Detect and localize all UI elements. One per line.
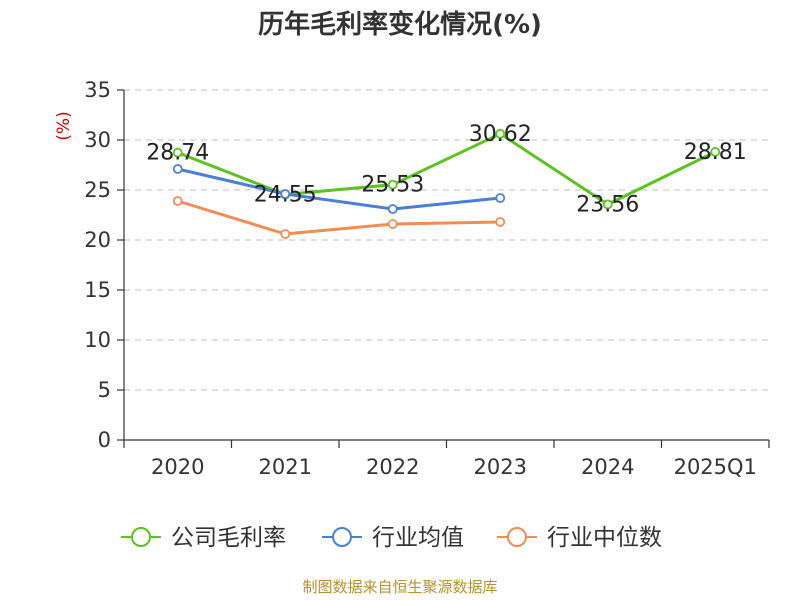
data-label: 28.81 — [684, 140, 747, 165]
legend: 公司毛利率 行业均值 行业中位数 — [121, 525, 662, 551]
data-label: 23.56 — [576, 192, 639, 217]
x-tick-label: 2023 — [474, 455, 527, 479]
x-tick-label: 2024 — [581, 455, 634, 479]
series-3-point — [172, 196, 183, 206]
x-tick-label: 2020 — [151, 455, 204, 479]
y-tick-label: 15 — [84, 278, 111, 302]
y-tick-label: 30 — [84, 128, 111, 152]
series-1-point — [495, 128, 506, 139]
series-3-point — [280, 229, 291, 239]
series-3-line — [177, 199, 501, 236]
y-tick-label: 35 — [84, 78, 111, 102]
legend-marker — [507, 527, 527, 547]
x-tick-label: 2025Q1 — [674, 455, 757, 479]
data-label: 25.53 — [361, 173, 424, 198]
grid-lines — [124, 89, 769, 391]
y-tick-label: 20 — [84, 228, 111, 252]
series-2-line — [177, 167, 501, 211]
series-2-point — [280, 189, 291, 199]
series-2-point — [172, 164, 183, 174]
legend-marker — [332, 527, 352, 547]
series-2-point — [495, 193, 506, 203]
data-labels: 28.74 24.55 25.53 30.62 23.56 28.81 — [146, 122, 746, 218]
series-1-point — [172, 147, 183, 158]
series-3-point — [387, 219, 398, 229]
series-2-point — [387, 204, 398, 214]
chart-title: 历年毛利率变化情况(%) — [258, 10, 542, 40]
y-tick-label: 0 — [98, 428, 111, 452]
data-label: 24.55 — [254, 183, 317, 208]
series-lines — [172, 128, 721, 239]
x-tick-label: 2021 — [259, 455, 312, 479]
y-tick-label: 5 — [98, 378, 111, 402]
series-1-point — [602, 199, 613, 210]
legend-label: 行业均值 — [372, 525, 464, 551]
legend-label: 公司毛利率 — [171, 525, 286, 551]
data-label: 30.62 — [469, 122, 532, 147]
y-tick-label: 25 — [84, 178, 111, 202]
legend-marker — [131, 527, 151, 547]
legend-label: 行业中位数 — [547, 525, 662, 551]
y-unit-label: (%) — [54, 111, 74, 140]
series-1-point — [387, 179, 398, 190]
x-tick-label: 2022 — [366, 455, 419, 479]
data-label: 28.74 — [146, 141, 209, 166]
series-1-point — [710, 146, 721, 157]
y-tick-label: 10 — [84, 328, 111, 352]
series-3-point — [495, 217, 506, 227]
axes: 0 5 10 15 20 25 30 35 2020 2021 2022 2023 2024 2025Q1 — [84, 78, 770, 479]
series-1-line — [177, 132, 716, 206]
source-note: 制图数据来自恒生聚源数据库 — [302, 578, 498, 596]
